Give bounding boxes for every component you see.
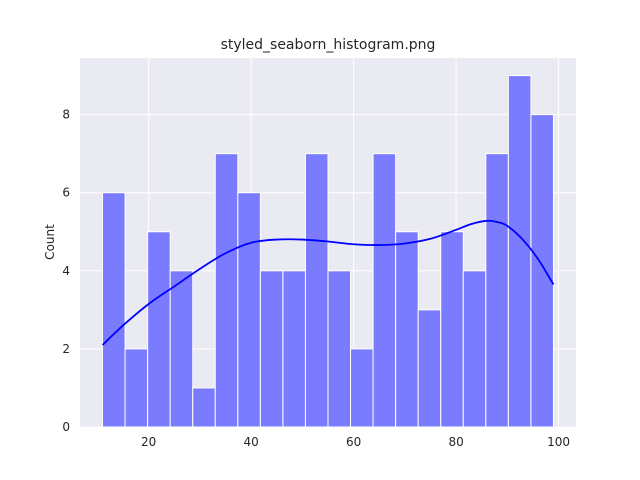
y-tick-label: 4: [62, 264, 70, 278]
histogram-bar: [327, 270, 352, 428]
y-axis-label: Count: [43, 224, 57, 260]
x-axis-ticks: 20 40 60 80 100: [141, 435, 570, 449]
histogram-bar: [304, 153, 329, 428]
chart-title: styled_seaborn_histogram.png: [221, 37, 436, 53]
histogram-bar: [417, 309, 442, 428]
histogram-bar: [372, 153, 397, 428]
histogram-bar: [440, 231, 464, 428]
histogram-bars: [102, 75, 554, 428]
histogram-bar: [395, 231, 419, 428]
histogram-bar: [237, 192, 261, 428]
x-tick-label: 60: [346, 435, 361, 449]
histogram-bar: [147, 231, 171, 428]
y-tick-label: 6: [62, 186, 70, 200]
histogram-bar: [259, 270, 284, 428]
y-tick-label: 0: [62, 420, 70, 434]
y-tick-label: 8: [62, 108, 70, 122]
x-tick-label: 20: [141, 435, 156, 449]
x-tick-label: 80: [448, 435, 463, 449]
histogram-bar: [282, 270, 306, 428]
histogram-bar: [507, 75, 532, 428]
histogram-bar: [192, 387, 216, 428]
histogram-bar: [124, 348, 149, 428]
histogram-bar: [485, 153, 509, 428]
x-tick-label: 100: [547, 435, 570, 449]
x-tick-label: 40: [243, 435, 258, 449]
histogram-bar: [462, 270, 487, 428]
histogram-bar: [169, 270, 194, 428]
y-axis-ticks: 0 2 4 6 8: [62, 108, 70, 434]
histogram-bar: [530, 114, 554, 428]
histogram-bar: [350, 348, 374, 428]
histogram-bar: [214, 153, 239, 428]
kde-curve: [101, 219, 555, 346]
histogram-bar: [102, 192, 126, 428]
y-tick-label: 2: [62, 342, 70, 356]
